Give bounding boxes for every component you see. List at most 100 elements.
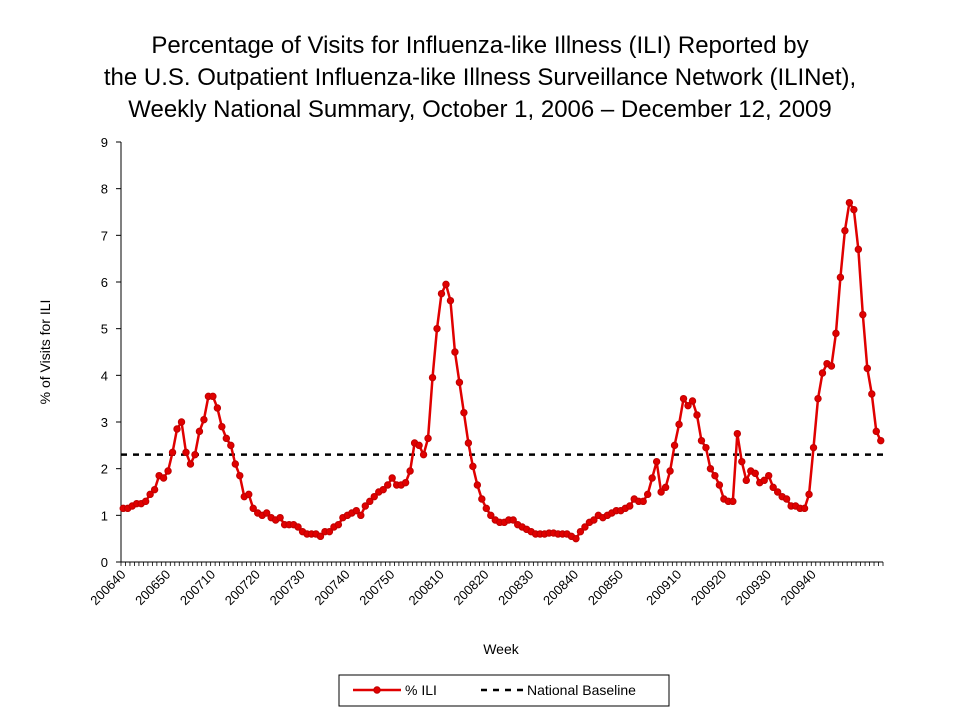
ili-data-point [213, 404, 222, 412]
ili-data-point [872, 427, 880, 436]
y-tick-label: 5 [101, 322, 108, 337]
x-tick-label: 200940 [778, 567, 819, 608]
ili-data-point [773, 488, 782, 496]
ili-data-point [626, 502, 634, 510]
ili-data-point [863, 364, 872, 373]
ili-data-point [262, 509, 271, 517]
y-tick-label: 7 [101, 228, 108, 243]
x-tick-label: 200820 [450, 567, 491, 608]
ili-data-point [361, 502, 369, 510]
ili-data-point [688, 397, 697, 405]
ili-data-point [742, 476, 750, 485]
ili-data-point [666, 467, 674, 475]
ili-data-point [227, 441, 235, 450]
ili-data-point [150, 485, 159, 494]
ili-data-point [751, 469, 759, 478]
y-tick-label: 1 [101, 508, 108, 523]
ili-data-point [814, 394, 822, 403]
ili-data-point [868, 390, 876, 398]
ili-data-point [177, 418, 186, 426]
ili-data-point [316, 532, 325, 541]
ili-data-point [648, 474, 656, 482]
y-tick-label: 8 [101, 182, 108, 197]
ili-data-point [729, 497, 737, 506]
ili-data-point [576, 527, 585, 536]
ili-data-point [675, 420, 683, 429]
legend-ili-marker [373, 686, 381, 694]
x-tick-label: 200750 [356, 567, 397, 608]
ili-data-point [684, 401, 692, 410]
ili-data-point [276, 513, 284, 522]
ili-data-point [455, 378, 464, 387]
y-tick-label: 6 [101, 275, 108, 290]
legend: % ILI National Baseline [338, 674, 670, 707]
x-tick-label: 200740 [311, 567, 352, 608]
ili-data-point [325, 527, 334, 536]
y-tick-label: 9 [101, 135, 108, 150]
ili-data-point [478, 495, 486, 503]
ili-data-point [572, 534, 580, 543]
axes [120, 142, 883, 563]
y-tick-label: 2 [101, 462, 108, 477]
ili-data-point [809, 443, 818, 452]
ili-data-point [760, 476, 768, 485]
ili-data-point [711, 471, 719, 480]
ili-data-point [186, 460, 195, 468]
ili-data-point [352, 506, 361, 515]
x-tick-label: 200850 [585, 567, 626, 608]
y-tick-label: 3 [101, 415, 108, 430]
ili-data-point [661, 483, 670, 492]
ili-data-point [469, 462, 477, 471]
x-tick-label: 200710 [177, 567, 218, 608]
ili-data-point [218, 422, 226, 431]
ili-data-point [334, 520, 343, 529]
ili-data-point [370, 492, 378, 501]
x-tick-label: 200840 [540, 567, 581, 608]
ili-data-point [845, 198, 854, 207]
ili-data-point [765, 471, 773, 480]
ili-data-point [236, 471, 244, 480]
ili-data-point [590, 516, 598, 524]
ili-data-point [702, 443, 710, 452]
ili-data-point [446, 296, 455, 305]
ili-data-point [679, 394, 688, 403]
ili-data-point [415, 441, 423, 450]
x-axis-ticks: 200640 200650 200710 200720 200730 200740 2007… [87, 562, 884, 608]
y-tick-label: 0 [101, 555, 108, 570]
ili-data-point [222, 434, 231, 443]
ili-data-point [800, 504, 809, 513]
ili-data-point [357, 511, 365, 520]
ili-data-point [715, 481, 724, 489]
chart-title-line-2: the U.S. Outpatient Influenza-like Illne… [103, 64, 857, 91]
ili-data-point [141, 497, 150, 506]
ili-data-point [294, 523, 302, 531]
ili-data-point [859, 310, 867, 319]
ili-data-point [733, 429, 742, 438]
x-tick-label: 200830 [495, 567, 536, 608]
ili-data-point [841, 226, 849, 235]
ili-data-point [146, 490, 154, 499]
ili-data-point [442, 280, 450, 289]
ili-data-point [818, 369, 827, 377]
x-tick-label: 200730 [267, 567, 308, 608]
chart-title-line-3: Weekly National Summary, October 1, 2006… [128, 96, 832, 123]
ili-data-point [388, 474, 396, 482]
legend-baseline-label: National Baseline [527, 682, 636, 698]
plot-area [119, 198, 885, 543]
ili-data-point [670, 441, 679, 450]
ili-data-point [581, 523, 589, 531]
x-tick-label: 200920 [688, 567, 729, 608]
x-tick-label: 200640 [87, 567, 128, 608]
ili-data-point [384, 481, 392, 489]
ili-data-point [168, 448, 177, 457]
x-tick-label: 200650 [132, 567, 173, 608]
ili-data-point [424, 434, 432, 443]
x-tick-label: 200910 [643, 567, 684, 608]
ili-data-point [643, 490, 652, 499]
ili-data-point [159, 474, 168, 482]
ili-data-point [487, 511, 495, 520]
ili-data-point [451, 348, 459, 356]
y-axis-ticks: 0 1 2 3 4 5 6 7 8 9 [101, 135, 121, 570]
ili-data-point [473, 481, 482, 489]
ili-data-point [406, 467, 414, 475]
